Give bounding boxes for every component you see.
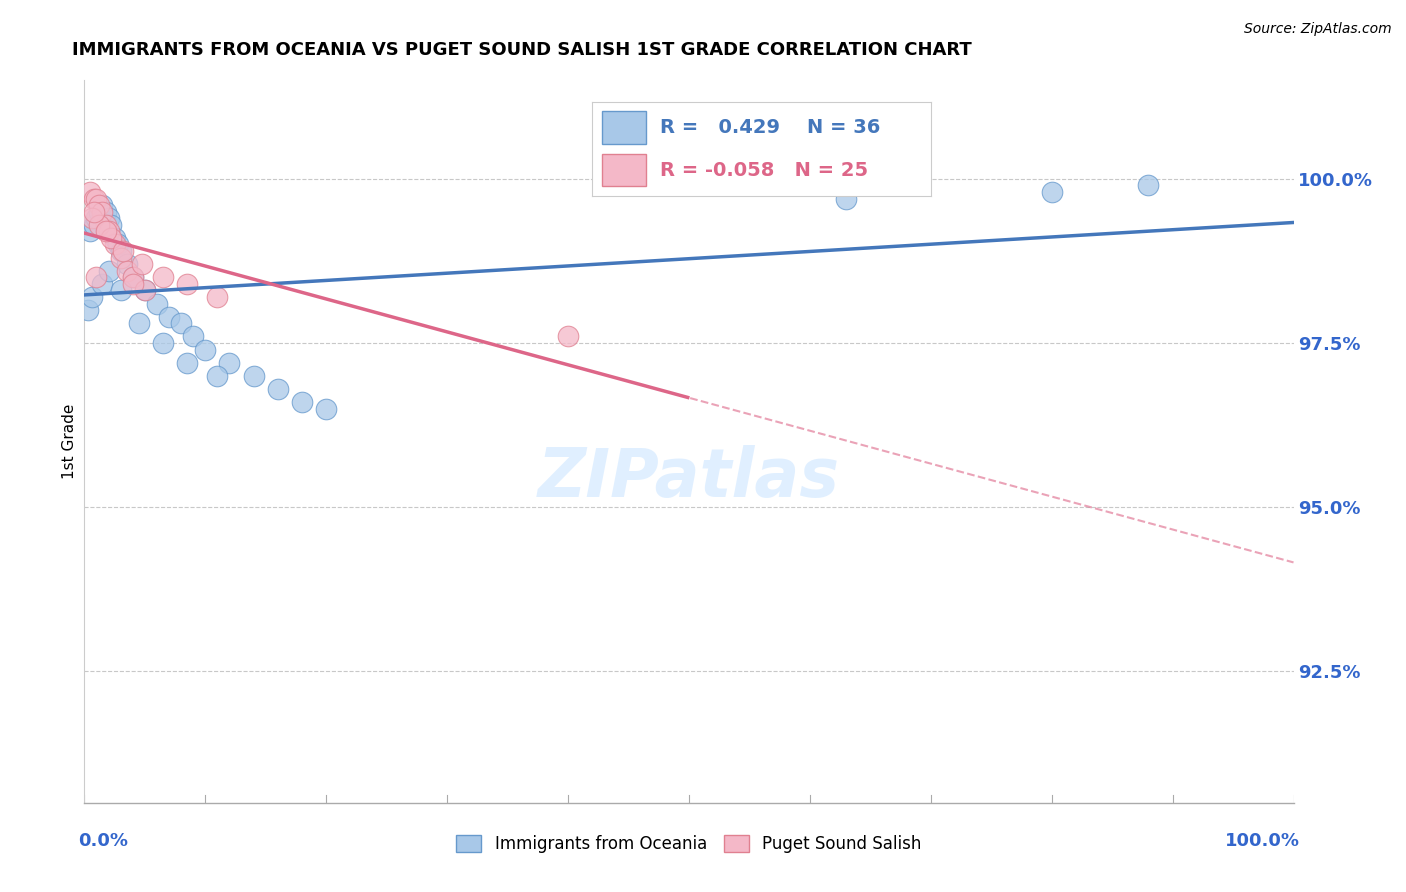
Point <box>79 185 101 199</box>
Point <box>152 336 174 351</box>
Point <box>152 270 174 285</box>
Point <box>87 218 110 232</box>
Point <box>110 284 132 298</box>
Point <box>146 296 169 310</box>
Point <box>128 316 150 330</box>
Point <box>94 218 117 232</box>
Point <box>181 329 204 343</box>
Point <box>91 277 114 291</box>
Point <box>242 368 264 383</box>
Point <box>104 237 127 252</box>
Point <box>83 204 105 219</box>
Point <box>80 290 103 304</box>
Point <box>112 244 135 258</box>
Point <box>79 224 101 238</box>
Point <box>121 270 143 285</box>
Y-axis label: 1st Grade: 1st Grade <box>62 404 77 479</box>
Point <box>87 198 110 212</box>
Point <box>107 237 129 252</box>
Point <box>194 343 217 357</box>
Text: IMMIGRANTS FROM OCEANIA VS PUGET SOUND SALISH 1ST GRADE CORRELATION CHART: IMMIGRANTS FROM OCEANIA VS PUGET SOUND S… <box>72 41 972 59</box>
Point <box>77 303 100 318</box>
Point <box>86 211 108 226</box>
Point <box>121 270 143 285</box>
Point <box>100 218 122 232</box>
Point <box>87 204 110 219</box>
Point <box>170 316 193 330</box>
Point <box>115 257 138 271</box>
Point <box>176 277 198 291</box>
Text: ZIPatlas: ZIPatlas <box>538 445 839 510</box>
Point <box>1040 185 1063 199</box>
Text: Source: ZipAtlas.com: Source: ZipAtlas.com <box>1244 22 1392 37</box>
Point <box>91 198 114 212</box>
Point <box>134 284 156 298</box>
Point <box>100 231 122 245</box>
Point <box>80 211 103 226</box>
Point <box>104 231 127 245</box>
Point <box>207 368 229 383</box>
Point <box>157 310 180 324</box>
Point <box>83 218 105 232</box>
Point <box>134 284 156 298</box>
Point <box>1137 178 1160 193</box>
Point <box>121 277 143 291</box>
Point <box>176 356 198 370</box>
Point <box>97 224 120 238</box>
Point <box>94 204 117 219</box>
Point <box>86 270 108 285</box>
Point <box>835 192 858 206</box>
Point <box>207 290 229 304</box>
Point <box>97 211 120 226</box>
Point <box>97 264 120 278</box>
Point <box>83 192 105 206</box>
Point <box>115 264 138 278</box>
Legend: Immigrants from Oceania, Puget Sound Salish: Immigrants from Oceania, Puget Sound Sal… <box>450 828 928 860</box>
Point <box>110 244 132 258</box>
Text: 100.0%: 100.0% <box>1225 832 1299 850</box>
Point <box>557 329 579 343</box>
Point <box>131 257 153 271</box>
Point <box>267 382 290 396</box>
Point <box>291 395 314 409</box>
Point <box>315 401 337 416</box>
Point <box>91 204 114 219</box>
Text: 0.0%: 0.0% <box>79 832 128 850</box>
Point <box>110 251 132 265</box>
Point <box>218 356 240 370</box>
Point <box>94 224 117 238</box>
Point <box>86 192 108 206</box>
